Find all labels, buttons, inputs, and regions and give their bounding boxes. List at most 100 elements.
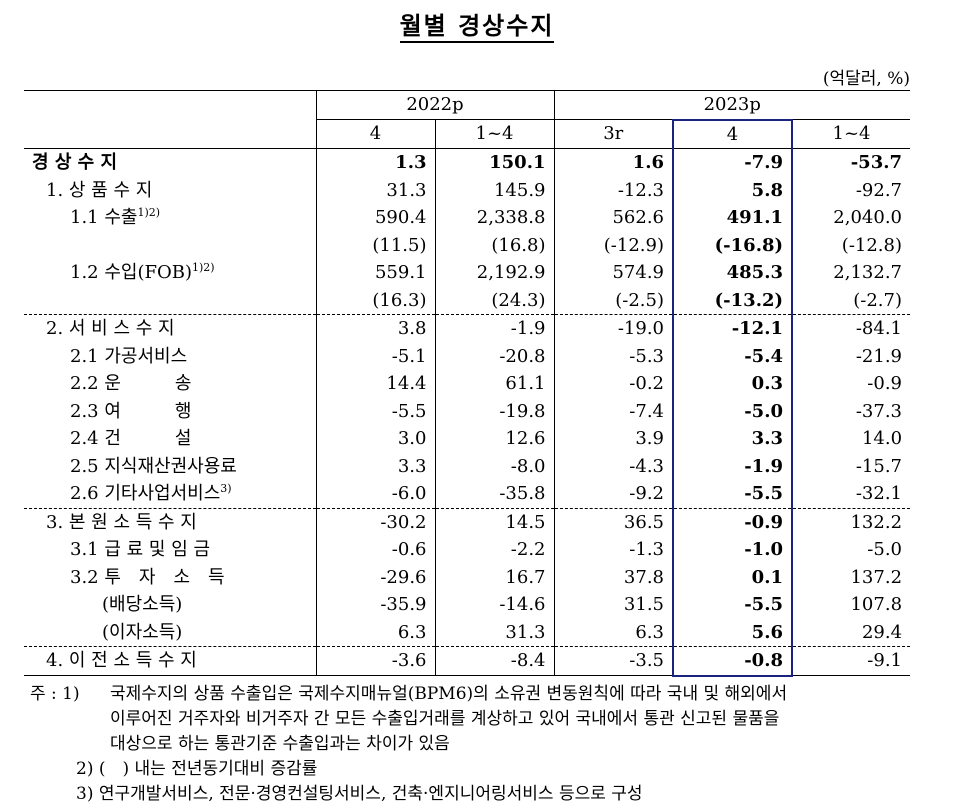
row-label: 3.1 급 료 및 임 금	[70, 539, 211, 560]
cell-highlight: -1.9	[672, 452, 793, 480]
cell: 6.3	[315, 618, 435, 647]
cell: 14.0	[861, 428, 903, 449]
header-blank	[24, 90, 316, 120]
table-row: (16.3) (24.3) (-2.5) (-13.2) (-2.7)	[24, 286, 910, 315]
footnotes: 주 : 1) 국제수지의 상품 수출입은 국제수지매뉴얼(BPM6)의 소유권 …	[30, 682, 930, 807]
cell: -0.2	[553, 370, 673, 398]
note-prefix: 주 : 1)	[30, 684, 80, 704]
unit-label: (억달러, %)	[822, 69, 910, 89]
cell-highlight: -5.5	[672, 591, 793, 619]
cell: 6.3	[553, 618, 673, 647]
cell: 12.6	[434, 425, 554, 453]
cell: (11.5)	[315, 231, 435, 259]
cell: 36.5	[553, 507, 673, 536]
table-row: 1.2 수입(FOB)1)2) 559.1 2,192.9 574.9 485.3 2,1…	[24, 259, 910, 287]
cell: -9.2	[553, 480, 673, 508]
cell: 2,040.0	[833, 207, 903, 228]
note-1-line-1: 국제수지의 상품 수출입은 국제수지매뉴얼(BPM6)의 소유권 변동원칙에 따…	[110, 684, 788, 704]
cell: -0.6	[315, 536, 435, 564]
footnote-marker: 1)2)	[192, 261, 215, 274]
cell: -30.2	[315, 507, 435, 536]
cell: 1.3	[315, 148, 435, 177]
cell: -12.3	[553, 176, 673, 204]
row-label: 1. 상 품 수 지	[46, 179, 153, 201]
cell: -5.5	[315, 397, 435, 425]
cell-highlight: 0.3	[672, 370, 793, 398]
table-row: 2.4 건 설 3.0 12.6 3.9 3.3 14.0	[24, 425, 910, 453]
cell: 2,338.8	[434, 204, 554, 232]
cell-highlight: -12.1	[672, 314, 793, 343]
cell: -3.6	[315, 646, 435, 676]
row-label: 2.1 가공서비스	[70, 345, 188, 367]
table-row: (배당소득) -35.9 -14.6 31.5 -5.5 107.8	[24, 591, 910, 619]
table-row: 2. 서 비 스 수 지 3.8 -1.9 -19.0 -12.1 -84.1	[24, 314, 911, 343]
cell: 132.2	[792, 507, 911, 536]
cell: (-12.9)	[553, 231, 673, 259]
cell-highlight: 491.1	[672, 204, 793, 232]
note-3: 3) 연구개발서비스, 전문·경영컨설팅서비스, 건축·엔지니어링서비스 등으로…	[76, 784, 643, 804]
footnote-marker: 1)2)	[137, 206, 161, 219]
cell: -37.3	[855, 400, 903, 422]
cell: 16.7	[434, 563, 554, 591]
cell: -20.8	[434, 342, 554, 370]
cell-highlight: 485.3	[672, 259, 793, 287]
cell-highlight: -0.9	[672, 507, 793, 536]
cell: -0.9	[867, 373, 903, 394]
cell-highlight: -5.0	[672, 397, 793, 425]
header-col: 1~4	[434, 119, 554, 149]
cell: 29.4	[861, 621, 903, 643]
cell-highlight: (-13.2)	[672, 286, 793, 315]
cell: -6.0	[315, 480, 435, 508]
cell-highlight: -5.5	[672, 480, 793, 508]
cell: 1.6	[553, 148, 673, 177]
header-col-highlight: 4	[672, 118, 793, 149]
cell: -92.7	[855, 179, 903, 201]
cell: 137.2	[850, 566, 903, 588]
row-label: 2. 서 비 스 수 지	[24, 314, 316, 343]
table-row: 3.1 급 료 및 임 금 -0.6 -2.2 -1.3 -1.0 -5.0	[24, 536, 910, 564]
cell: -3.5	[553, 646, 673, 676]
table-row: 경 상 수 지 1.3 150.1 1.6 -7.9 -53.7	[24, 148, 910, 177]
cell: -35.8	[434, 480, 554, 508]
table-row: 2.3 여 행 -5.5 -19.8 -7.4 -5.0 -37.3	[24, 397, 910, 425]
row-label: 4. 이 전 소 득 수 지	[24, 646, 316, 676]
cell: (-12.8)	[841, 234, 903, 256]
row-label: 2.2 운 송	[70, 373, 192, 394]
cell: 3.0	[315, 425, 435, 453]
header-year-2023: 2023p	[553, 90, 911, 120]
cell-highlight: -1.0	[672, 536, 793, 564]
cell-highlight: -0.8	[672, 646, 793, 677]
table-row: 1. 상 품 수 지 31.3 145.9 -12.3 5.8 -92.7	[24, 176, 910, 204]
cell: (-2.7)	[853, 289, 903, 311]
table-row: (이자소득) 6.3 31.3 6.3 5.6 29.4	[24, 618, 910, 647]
row-label: 3. 본 원 소 득 수 지	[24, 507, 316, 536]
cell: -9.1	[792, 646, 911, 676]
cell: 107.8	[850, 594, 903, 615]
cell: -2.2	[434, 536, 554, 564]
row-label: 2.6 기타사업서비스3)	[70, 482, 232, 504]
cell: -84.1	[792, 314, 911, 343]
cell: 31.5	[553, 591, 673, 619]
cell-highlight: 5.6	[672, 618, 793, 647]
header-col: 1~4	[792, 119, 911, 149]
table-row: 1.1 수출1)2) 590.4 2,338.8 562.6 491.1 2,040.0	[24, 204, 910, 232]
cell: 574.9	[553, 259, 673, 287]
cell: 31.3	[315, 176, 435, 204]
cell: 14.5	[434, 507, 554, 536]
cell-highlight: 3.3	[672, 425, 793, 453]
note-2: 2) ( ) 내는 전년동기대비 증감률	[76, 759, 318, 779]
row-label: 1.2 수입(FOB)1)2)	[70, 261, 215, 283]
header-year-2022: 2022p	[315, 90, 554, 120]
header-blank-2	[24, 119, 316, 149]
cell: -1.3	[553, 536, 673, 564]
row-label: (이자소득)	[102, 621, 183, 643]
table-row: (11.5) (16.8) (-12.9) (-16.8) (-12.8)	[24, 231, 910, 259]
cell-highlight: 5.8	[672, 176, 793, 204]
cell-highlight: (-16.8)	[672, 231, 793, 259]
cell: 590.4	[315, 204, 435, 232]
cell: 150.1	[434, 148, 554, 177]
cell: 37.8	[553, 563, 673, 591]
table-row: 2.5 지식재산권사용료 3.3 -8.0 -4.3 -1.9 -15.7	[24, 452, 910, 480]
cell: 562.6	[553, 204, 673, 232]
table-row: 4. 이 전 소 득 수 지 -3.6 -8.4 -3.5 -0.8 -9.1	[24, 646, 911, 677]
